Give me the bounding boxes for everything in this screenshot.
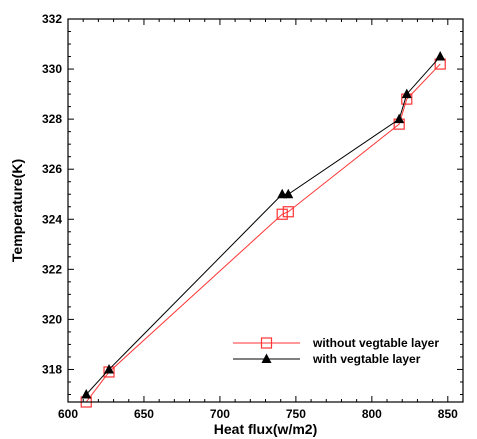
x-tick-label: 800: [362, 407, 382, 421]
y-axis-title: Temperature(K): [9, 159, 25, 262]
y-tick-label: 322: [42, 262, 62, 276]
legend-item: without vegtable layer: [233, 336, 439, 350]
data-point: [81, 388, 92, 399]
x-tick-label: 750: [286, 407, 306, 421]
data-point: [104, 363, 115, 374]
legend-label: without vegtable layer: [312, 336, 439, 350]
y-tick-label: 332: [42, 12, 62, 26]
y-tick-label: 326: [42, 162, 62, 176]
y-tick-label: 324: [42, 212, 62, 226]
data-point: [401, 88, 412, 99]
data-point: [283, 188, 294, 199]
x-tick-label: 650: [134, 407, 154, 421]
legend-marker: [260, 337, 273, 349]
data-point: [435, 51, 446, 61]
data-point: [282, 206, 294, 218]
legend-item: with vegtable layer: [233, 352, 421, 366]
y-tick-label: 328: [42, 112, 62, 126]
x-axis-title: Heat flux(w/m2): [214, 421, 317, 437]
x-tick-label: 600: [58, 407, 78, 421]
y-tick-label: 318: [42, 362, 62, 376]
x-tick-label: 850: [438, 407, 458, 421]
data-point: [276, 208, 288, 220]
y-tick-label: 320: [42, 312, 62, 326]
legend-label: with vegtable layer: [312, 352, 421, 366]
plot-frame: [67, 18, 464, 403]
legend-marker: [261, 353, 272, 363]
series-2: [81, 51, 446, 399]
data-point: [394, 113, 405, 124]
x-tick-label: 700: [210, 407, 230, 421]
tick-labels: 600 650 700 750 800 850 318 320 322 324 326 328 330 3…: [42, 12, 458, 421]
legend: without vegtable layer with vegtable laye…: [233, 336, 439, 366]
y-tick-label: 330: [42, 62, 62, 76]
